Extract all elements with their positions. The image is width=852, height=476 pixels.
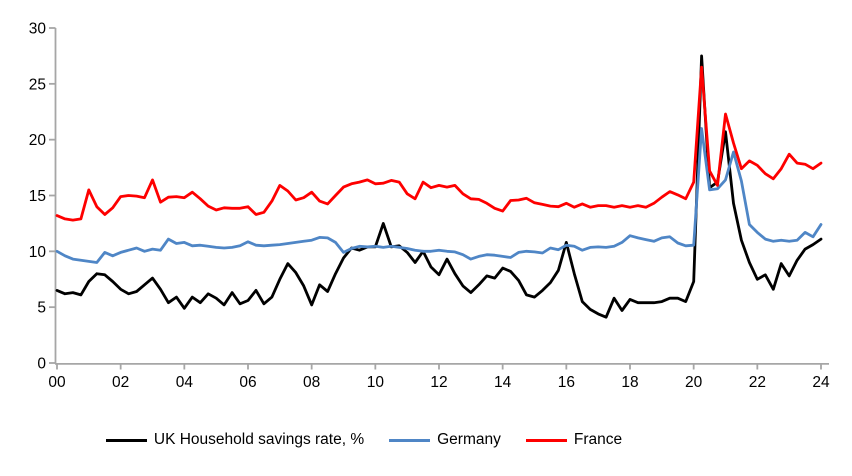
- legend-label-germany: Germany: [437, 431, 501, 448]
- legend-label-france: France: [573, 431, 623, 448]
- legend-swatch-germany: [389, 438, 431, 442]
- y-tick-label: 5: [37, 300, 46, 317]
- y-tick-label: 25: [29, 76, 46, 93]
- chart-legend: UK Household savings rate, % Germany Fra…: [0, 431, 790, 449]
- x-tick-label: 06: [239, 374, 256, 391]
- x-tick-label: 20: [685, 374, 703, 391]
- legend-label-uk: UK Household savings rate, %: [153, 431, 365, 448]
- x-tick-label: 14: [494, 374, 512, 391]
- series-line-uk: [55, 54, 823, 319]
- legend-item-germany: Germany: [389, 431, 501, 449]
- y-tick-label: 10: [29, 244, 47, 261]
- x-tick-label: 16: [558, 374, 575, 391]
- series-line-france: [55, 65, 823, 222]
- x-tick-label: 04: [176, 374, 194, 391]
- y-axis: 0 5 10 15 20 25 30: [29, 21, 57, 373]
- x-tick-label: 24: [812, 374, 830, 391]
- x-tick-label: 12: [430, 374, 447, 391]
- legend-swatch-uk: [105, 438, 147, 442]
- series-line-germany: [55, 127, 823, 264]
- y-tick-label: 20: [29, 132, 47, 149]
- x-tick-label: 08: [303, 374, 320, 391]
- y-tick-label: 15: [29, 188, 46, 205]
- legend-item-uk: UK Household savings rate, %: [105, 431, 365, 449]
- x-tick-label: 22: [749, 374, 766, 391]
- legend-swatch-france: [525, 438, 567, 442]
- legend-item-france: France: [525, 431, 623, 449]
- x-tick-label: 10: [367, 374, 385, 391]
- y-tick-label: 30: [29, 21, 47, 38]
- x-tick-label: 18: [621, 374, 638, 391]
- savings-rate-line-chart: 0 5 10 15 20 25 30 00 02 04 06 08 10 12 14 16 18 20 22 24: [29, 21, 830, 392]
- y-tick-label: 0: [37, 356, 46, 373]
- x-tick-label: 00: [48, 374, 66, 391]
- x-axis: 00 02 04 06 08 10 12 14 16 18 20 22 24: [48, 362, 830, 391]
- series-lines: [55, 54, 823, 319]
- x-tick-label: 02: [112, 374, 129, 391]
